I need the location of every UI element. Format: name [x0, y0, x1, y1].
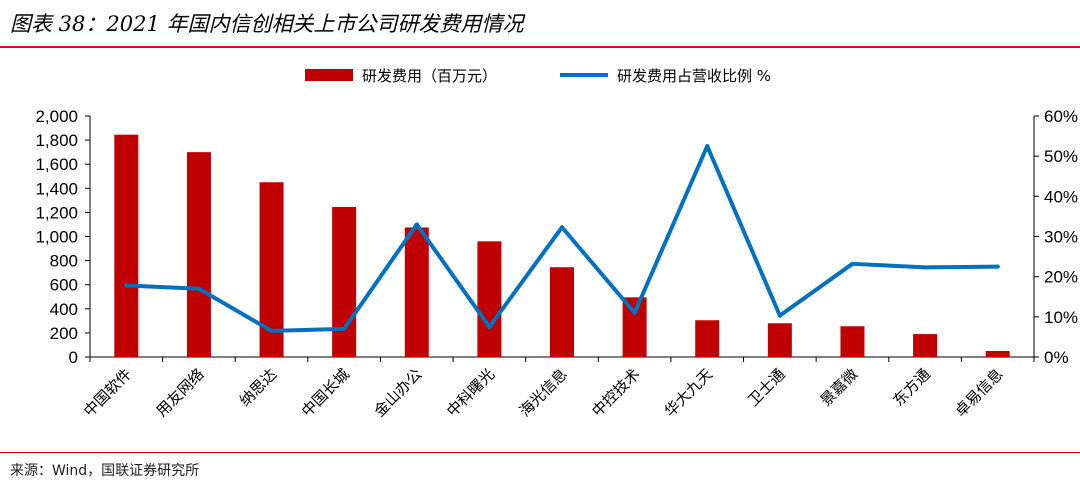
legend-line-label: 研发费用占营收比例 %	[617, 67, 771, 85]
category-label: 用友网络	[153, 365, 208, 420]
ratio-point	[995, 264, 1000, 269]
category-label: 中科曙光	[443, 365, 498, 420]
ratio-point	[196, 286, 201, 291]
title-divider	[0, 46, 1080, 48]
category-label: 华大九天	[661, 365, 716, 420]
right-tick-label: 60%	[1044, 107, 1078, 126]
ratio-point	[487, 324, 492, 329]
category-label: 纳思达	[236, 365, 281, 410]
category-label: 中控技术	[588, 365, 643, 420]
footer-divider	[0, 452, 1080, 453]
left-tick-label: 2,000	[35, 107, 78, 126]
right-tick-label: 40%	[1044, 187, 1078, 206]
right-tick-label: 0%	[1044, 348, 1069, 367]
bar	[477, 241, 502, 357]
ratio-point	[850, 261, 855, 266]
left-tick-label: 1,600	[35, 155, 78, 174]
bar	[767, 323, 792, 357]
category-label: 东方通	[889, 365, 934, 410]
right-tick-label: 10%	[1044, 308, 1078, 327]
bar	[985, 350, 1010, 357]
bar	[186, 152, 211, 357]
bar	[550, 267, 574, 357]
ratio-point	[705, 144, 710, 149]
bar	[913, 334, 938, 357]
bar	[622, 297, 647, 357]
left-tick-label: 1,200	[35, 203, 78, 222]
legend-bar-swatch	[305, 69, 353, 81]
category-label: 海光信息	[516, 365, 571, 420]
left-tick-label: 0	[69, 348, 78, 367]
right-tick-label: 30%	[1044, 228, 1078, 247]
ratio-point	[923, 265, 928, 270]
ratio-point	[269, 328, 274, 333]
right-tick-label: 50%	[1044, 147, 1078, 166]
ratio-point	[560, 225, 564, 230]
bar	[114, 134, 139, 357]
category-label: 中国软件	[80, 365, 135, 420]
left-tick-label: 400	[50, 300, 78, 319]
right-tick-label: 20%	[1044, 268, 1078, 287]
chart-title: 图表 38：2021 年国内信创相关上市公司研发费用情况	[10, 12, 524, 36]
combo-chart: 0 200 400 600 800 1,000 1,200 1,400 1,600 1,800 2,…	[35, 67, 1078, 420]
legend-bar-label: 研发费用（百万元）	[362, 67, 497, 85]
category-label: 金山办公	[370, 365, 425, 420]
category-label: 景嘉微	[817, 365, 862, 410]
ratio-point	[414, 222, 419, 227]
left-tick-label: 800	[50, 252, 78, 271]
category-label: 卫士通	[744, 365, 789, 410]
bar	[332, 206, 357, 357]
left-tick-label: 200	[50, 324, 78, 343]
category-label: 卓易信息	[951, 365, 1006, 420]
bar	[840, 326, 865, 357]
left-tick-label: 1,400	[35, 179, 78, 198]
ratio-point	[342, 326, 347, 331]
source-note: 来源：Wind，国联证券研究所	[10, 463, 200, 479]
category-label: 中国长城	[298, 365, 353, 420]
left-tick-label: 1,800	[35, 131, 78, 150]
bar	[695, 320, 720, 357]
ratio-point	[777, 313, 782, 318]
left-tick-label: 1,000	[35, 228, 78, 247]
ratio-point	[632, 310, 637, 315]
ratio-point	[124, 283, 129, 288]
bar	[404, 227, 429, 357]
left-tick-label: 600	[50, 276, 78, 295]
